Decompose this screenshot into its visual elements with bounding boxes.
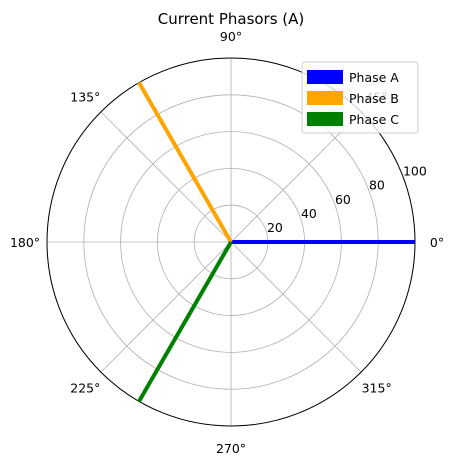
- legend-label: Phase A: [349, 70, 399, 85]
- radial-tick-label: 20: [267, 220, 283, 235]
- legend-swatch: [307, 91, 343, 105]
- legend-swatch: [307, 112, 343, 126]
- angular-grid-line-135: [100, 111, 232, 243]
- angular-grid-line-45: [230, 111, 362, 243]
- legend: Phase A Phase B Phase C: [301, 61, 419, 134]
- angle-tick-label: 225°: [70, 381, 100, 396]
- angular-grid-line-315: [230, 241, 362, 373]
- angle-tick-label: 90°: [220, 29, 242, 44]
- radial-tick-label: 80: [369, 178, 385, 193]
- legend-swatch: [307, 70, 343, 84]
- legend-label: Phase C: [349, 112, 399, 127]
- angle-tick-label: 180°: [10, 235, 40, 250]
- radial-tick-label: 100: [403, 164, 427, 179]
- series-layer: [137, 81, 415, 403]
- phasor-phase-b: [137, 81, 233, 244]
- angle-tick-label: 0°: [430, 235, 444, 250]
- angular-grid-line-225: [100, 241, 232, 373]
- chart-title: Current Phasors (A): [158, 10, 305, 28]
- angle-tick-label: 270°: [216, 441, 246, 456]
- angle-tick-label: 315°: [362, 381, 392, 396]
- radial-tick-label: 40: [301, 206, 317, 221]
- legend-label: Phase B: [349, 91, 399, 106]
- angle-tick-label: 135°: [70, 89, 100, 104]
- radial-tick-label: 60: [335, 192, 351, 207]
- phasor-phase-c: [137, 240, 233, 403]
